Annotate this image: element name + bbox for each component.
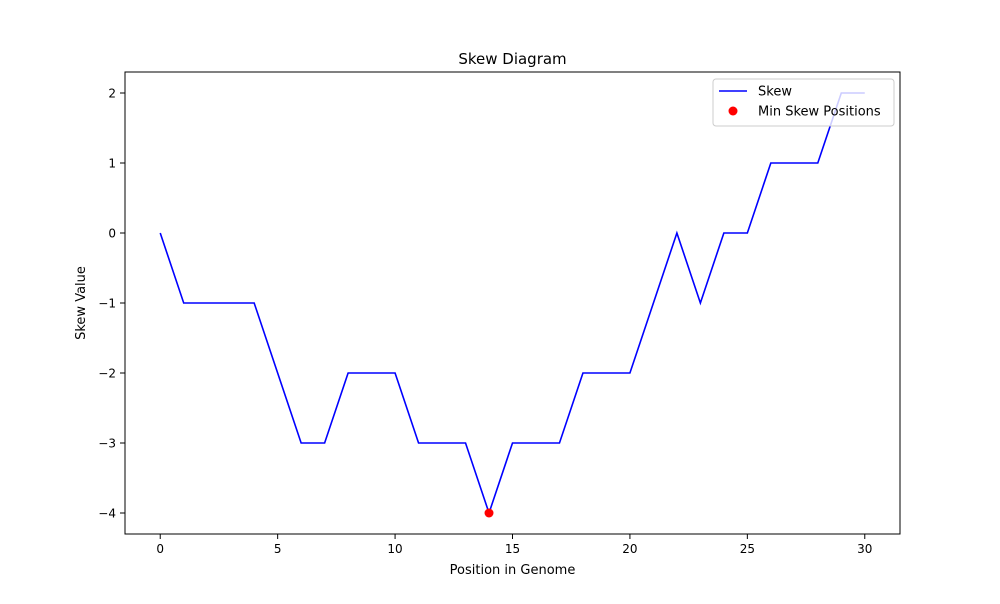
y-tick-label: −3 [98,437,116,451]
y-tick-label: −1 [98,297,116,311]
x-tick-label: 0 [156,542,164,556]
x-tick-label: 20 [622,542,637,556]
legend-box [712,78,895,127]
y-tick-label: −2 [98,367,116,381]
x-axis-label: Position in Genome [450,563,576,578]
legend-label: Min Skew Positions [758,105,881,120]
x-tick-label: 10 [387,542,402,556]
chart-title: Skew Diagram [458,50,566,68]
y-axis-label: Skew Value [74,266,89,340]
x-tick-label: 25 [740,542,755,556]
x-tick-label: 5 [274,542,282,556]
skew-line [159,92,865,516]
x-tick-label: 15 [505,542,520,556]
y-tick-label: 2 [108,87,116,101]
x-tick-label: 30 [857,542,872,556]
min-skew-point [484,508,494,518]
legend-marker-swatch [728,106,738,116]
legend: Skew Min Skew Positions [712,78,895,127]
y-tick-label: 1 [108,157,116,171]
y-tick-label: −4 [98,507,116,521]
legend-label: Skew [758,85,792,100]
y-tick-label: 0 [108,227,116,241]
plot-frame [124,71,901,535]
